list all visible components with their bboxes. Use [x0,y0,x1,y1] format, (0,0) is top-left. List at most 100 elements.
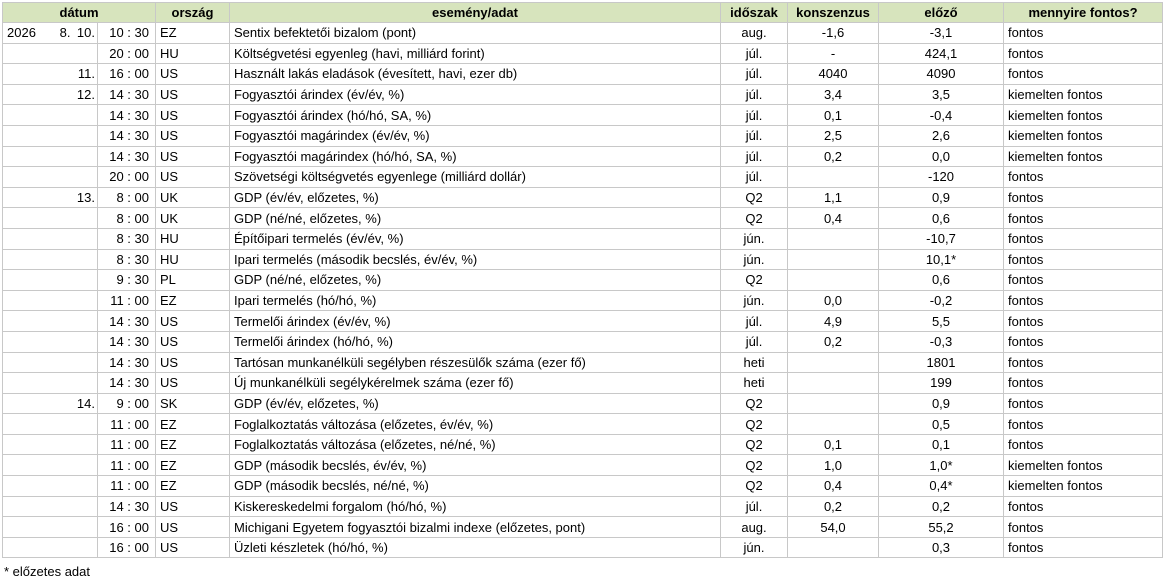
table-cell [787,413,879,435]
table-cell: UK [155,186,230,209]
table-row: 12. 14 : 30 US Fogyasztói árindex (év/év, %… [2,83,1163,106]
table-cell [72,475,98,497]
table-cell: 14 : 30 [97,83,156,106]
table-cell: 13. [72,186,98,209]
table-cell: Q2 [720,454,788,477]
table-cell [2,124,49,147]
table-cell [72,454,98,477]
table-cell [48,289,73,312]
table-row: 11 : 00 EZ GDP (második becslés, né/né, %)… [2,475,1163,497]
table-cell: aug. [720,22,788,44]
table-cell: GDP (né/né, előzetes, %) [229,269,721,291]
table-row: 8 : 00 UK GDP (né/né, előzetes, %) Q2 0,4 0,6… [2,207,1163,229]
table-cell [48,392,73,415]
table-cell: júl. [720,63,788,85]
table-cell: 0,6 [878,207,1004,229]
table-cell: Használt lakás eladások (évesített, havi… [229,63,721,85]
table-cell: 199 [878,372,1004,394]
table-row: 8 : 30 HU Ipari termelés (második becslés,… [2,248,1163,271]
table-cell: 0,9 [878,392,1004,415]
table-cell: Termelői árindex (év/év, %) [229,310,721,332]
table-cell: fontos [1003,536,1163,559]
table-cell: HU [155,227,230,250]
table-cell [2,42,49,65]
table-cell: júl. [720,166,788,188]
table-row: 14 : 30 US Fogyasztói magárindex (hó/hó, S… [2,145,1163,168]
table-cell: 1,1 [787,186,879,209]
table-cell [2,166,49,188]
table-cell [48,475,73,497]
table-row: 11 : 00 EZ GDP (második becslés, év/év, %)… [2,454,1163,477]
table-cell [787,372,879,394]
table-cell [48,372,73,394]
table-cell: heti [720,372,788,394]
table-cell [48,104,73,126]
table-cell: júl. [720,83,788,106]
table-cell: kiemelten fontos [1003,145,1163,168]
table-cell: US [155,516,230,538]
table-cell: 0,0 [878,145,1004,168]
table-cell [48,248,73,271]
table-cell [2,310,49,332]
table-cell: 14 : 30 [97,310,156,332]
table-cell: 424,1 [878,42,1004,65]
table-cell: 14 : 30 [97,351,156,374]
table-cell: Michigani Egyetem fogyasztói bizalmi ind… [229,516,721,538]
table-cell [2,495,49,518]
table-cell: kiemelten fontos [1003,475,1163,497]
table-cell: 8 : 30 [97,227,156,250]
table-cell: EZ [155,454,230,477]
table-cell: júl. [720,495,788,518]
table-cell: 16 : 00 [97,63,156,85]
table-row: 14 : 30 US Kiskereskedelmi forgalom (hó/hó… [2,495,1163,518]
calendar-table: dátum ország esemény/adat időszak konszenzus… [2,2,1163,559]
table-row: 14 : 30 US Fogyasztói magárindex (év/év, %… [2,124,1163,147]
table-row: 11 : 00 EZ Foglalkoztatás változása (előze… [2,433,1163,456]
table-cell: 2,5 [787,124,879,147]
table-cell: -0,2 [878,289,1004,312]
table-cell: 14 : 30 [97,330,156,353]
table-cell: fontos [1003,310,1163,332]
table-cell: 3,5 [878,83,1004,106]
table-cell [2,227,49,250]
table-cell: 8 : 00 [97,207,156,229]
table-cell: Termelői árindex (hó/hó, %) [229,330,721,353]
table-cell: Építőipari termelés (év/év, %) [229,227,721,250]
table-cell: GDP (év/év, előzetes, %) [229,392,721,415]
table-row: 20 : 00 HU Költségvetési egyenleg (havi, m… [2,42,1163,65]
table-cell [2,330,49,353]
table-cell: jún. [720,536,788,559]
table-cell [72,433,98,456]
table-row: 13. 8 : 00 UK GDP (év/év, előzetes, %) Q2 1,1… [2,186,1163,209]
table-row: 16 : 00 US Üzleti készletek (hó/hó, %) jún.… [2,536,1163,559]
table-cell: 0,0 [787,289,879,312]
table-cell [2,392,49,415]
table-cell: EZ [155,475,230,497]
table-row: 8 : 30 HU Építőipari termelés (év/év, %) jú… [2,227,1163,250]
table-cell: 0,4 [787,475,879,497]
table-cell: 20 : 00 [97,42,156,65]
table-cell: EZ [155,289,230,312]
table-row: 14 : 30 US Termelői árindex (év/év, %) júl.… [2,310,1163,332]
table-row: 14. 9 : 00 SK GDP (év/év, előzetes, %) Q2 0,9… [2,392,1163,415]
table-cell [2,289,49,312]
table-cell [48,227,73,250]
table-cell [72,124,98,147]
header-cell: mennyire fontos? [1003,2,1163,23]
header-row: dátum ország esemény/adat időszak konszenzus… [2,2,1163,23]
table-cell [48,330,73,353]
header-cell: esemény/adat [229,2,721,23]
table-cell: US [155,145,230,168]
table-cell: -0,4 [878,104,1004,126]
table-cell: - [787,42,879,65]
table-cell: US [155,372,230,394]
footnote: * előzetes adat [4,564,91,579]
table-cell [72,351,98,374]
table-cell [48,413,73,435]
table-cell: Szövetségi költségvetés egyenlege (milli… [229,166,721,188]
table-cell: 11 : 00 [97,433,156,456]
table-cell [2,269,49,291]
table-cell [48,310,73,332]
table-cell [48,166,73,188]
